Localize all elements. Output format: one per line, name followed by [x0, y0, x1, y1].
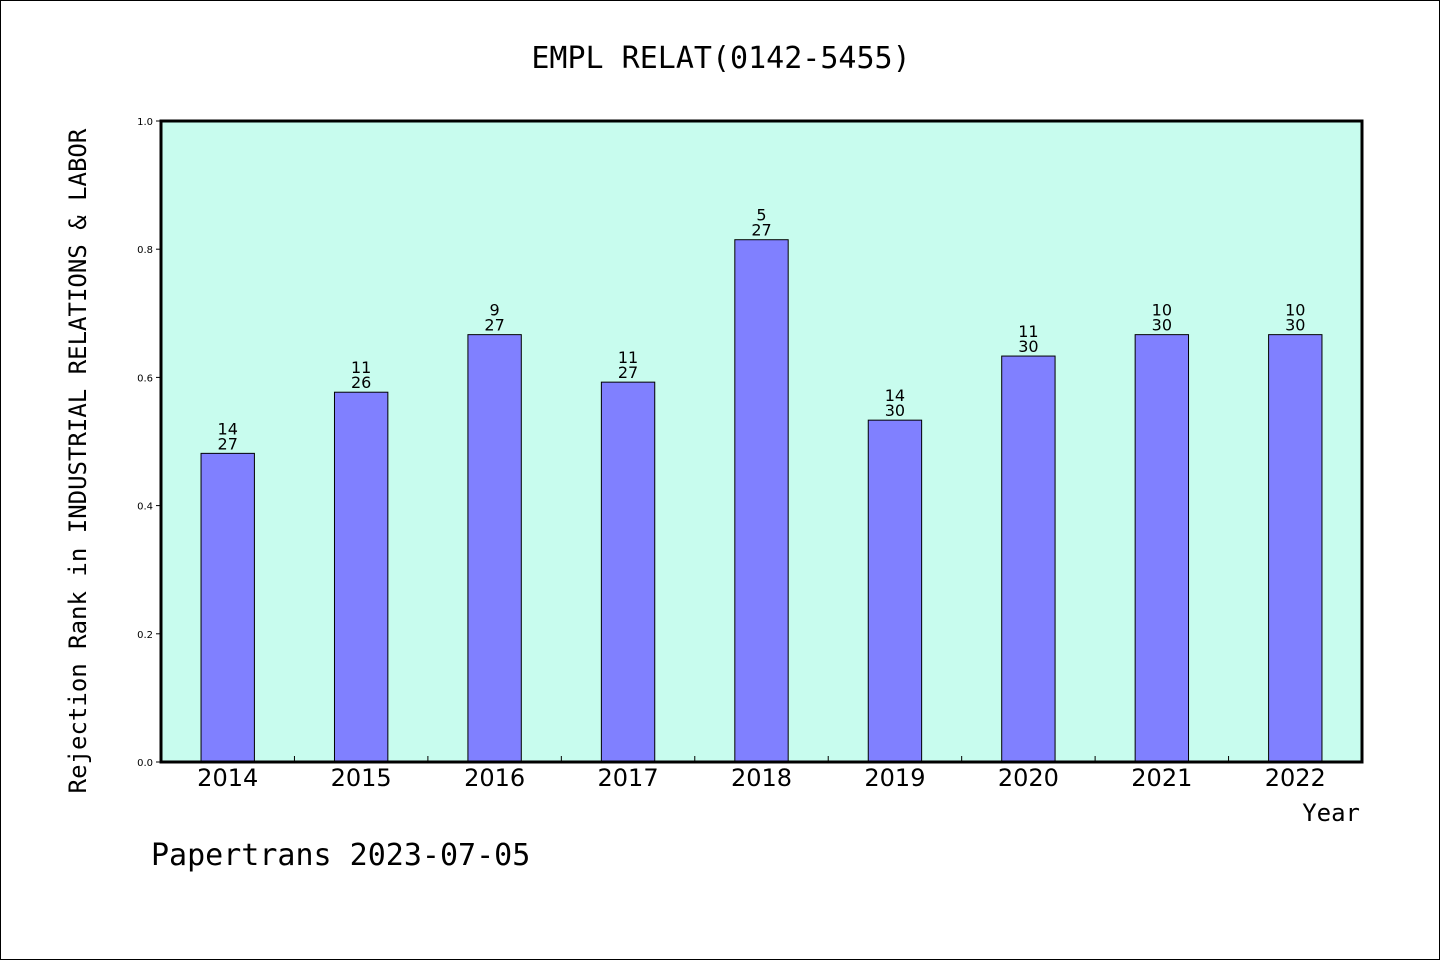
bar-label-rank-2019: 14: [885, 386, 905, 405]
bar-2017: [600, 381, 656, 763]
y-tick-label: 0.6: [137, 373, 153, 384]
bar-2022: [1268, 334, 1323, 763]
x-tick-label-2021: 2021: [1131, 764, 1192, 792]
bar-label-total-2017: 27: [618, 363, 638, 382]
x-tick-label-2022: 2022: [1265, 764, 1326, 792]
bar-label-rank-2014: 14: [218, 419, 238, 438]
bar-2021: [1134, 334, 1190, 763]
y-axis-ticks: 0.0 0.2 0.4 0.6 0.8 1.0: [137, 117, 161, 769]
y-tick-label: 0.4: [137, 502, 153, 513]
y-tick-label: 0.2: [137, 630, 153, 641]
bar-label-total-2016: 27: [484, 316, 504, 335]
bar-label-total-2022: 30: [1285, 316, 1305, 335]
bar-2015: [333, 391, 389, 763]
bar-label-rank-2022: 10: [1285, 301, 1305, 320]
bar-label-rank-2017: 11: [618, 348, 638, 367]
x-tick-label-2018: 2018: [731, 764, 792, 792]
bar-label-rank-2021: 10: [1152, 301, 1172, 320]
bar-2014: [200, 452, 255, 763]
y-tick-label: 0.0: [137, 758, 153, 769]
bar-label-total-2018: 27: [751, 221, 771, 240]
plot-frame: [159, 119, 1364, 764]
x-tick-label-2020: 2020: [998, 764, 1059, 792]
x-tick-label-2016: 2016: [464, 764, 525, 792]
x-tick-label-2015: 2015: [331, 764, 392, 792]
bar-2020: [1001, 355, 1056, 763]
bar-2019: [867, 419, 923, 763]
y-tick-label: 0.8: [137, 245, 153, 256]
chart-title: EMPL RELAT(0142-5455): [531, 41, 910, 76]
x-tick-label-2017: 2017: [598, 764, 659, 792]
footer-text: Papertrans 2023-07-05: [151, 838, 530, 873]
x-axis-ticks: 2014 2015 2016 2017 2018 2019 2020 2021 2022: [197, 756, 1326, 792]
bar-label-total-2019: 30: [885, 401, 905, 420]
bar-label-total-2014: 27: [218, 434, 238, 453]
bar-label-rank-2018: 5: [756, 206, 766, 225]
bar-label-rank-2020: 11: [1018, 322, 1038, 341]
y-axis-label: Rejection Rank in INDUSTRIAL RELATIONS &…: [64, 128, 92, 793]
x-tick-label-2014: 2014: [197, 764, 258, 792]
bar-label-total-2021: 30: [1152, 316, 1172, 335]
x-axis-label: Year: [1302, 799, 1360, 827]
bars-layer: [200, 239, 1323, 763]
x-tick-label-2019: 2019: [864, 764, 925, 792]
bar-2018: [734, 239, 789, 763]
bar-label-total-2015: 26: [351, 373, 371, 392]
y-tick-label: 1.0: [137, 117, 153, 128]
bar-label-rank-2015: 11: [351, 358, 371, 377]
bar-label-total-2020: 30: [1018, 337, 1038, 356]
bar-label-rank-2016: 9: [490, 301, 500, 320]
bar-2016: [467, 334, 522, 763]
